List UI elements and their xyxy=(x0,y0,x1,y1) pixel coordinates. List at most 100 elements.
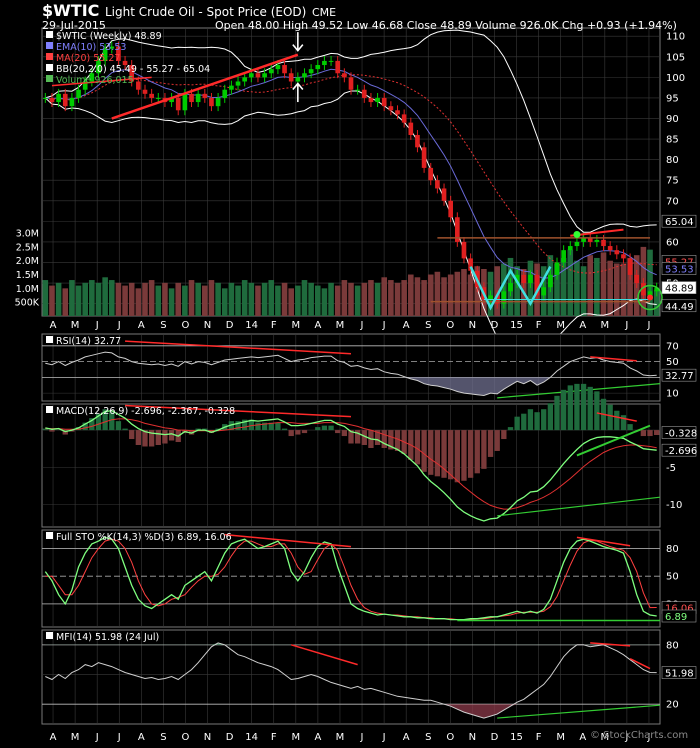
legend-swatch xyxy=(46,532,53,539)
x-tick-label: A xyxy=(403,320,410,331)
x-tick-label: O xyxy=(446,320,454,331)
macd-histogram-bar xyxy=(414,430,421,465)
candle-body xyxy=(514,274,520,284)
volume-tick-label: 2.0M xyxy=(16,256,39,267)
volume-bar xyxy=(308,282,314,316)
x-tick-label: N xyxy=(469,320,476,331)
volume-bar xyxy=(594,257,600,316)
candle-body xyxy=(488,295,493,300)
macd-histogram-bar xyxy=(507,427,514,431)
x-tick-label: M xyxy=(601,732,610,743)
volume-bar xyxy=(175,282,182,316)
rsi-panel xyxy=(41,333,661,402)
x-tick-label: J xyxy=(95,320,99,331)
volume-bar xyxy=(554,263,560,316)
volume-bar xyxy=(328,282,334,316)
exchange: CME xyxy=(311,6,337,19)
x-tick-label: M xyxy=(601,320,610,331)
macd-histogram-bar xyxy=(288,430,294,437)
volume-bar xyxy=(115,282,122,316)
macd-signal-line xyxy=(45,418,657,510)
candle-body xyxy=(601,239,606,247)
value-tag-label: -0.328 xyxy=(665,429,697,440)
volume-bar xyxy=(527,260,534,316)
candle-body xyxy=(175,97,181,111)
watermark: © StockCharts.com xyxy=(590,730,689,741)
macd-histogram-bar xyxy=(155,430,161,445)
candle-body xyxy=(275,65,281,70)
candle-body xyxy=(295,77,301,82)
candle-body xyxy=(149,93,154,98)
volume-bar xyxy=(388,280,394,316)
macd-histogram-bar xyxy=(441,430,447,478)
volume-tick-label: 3.0M xyxy=(16,229,39,240)
volume-bar xyxy=(368,280,374,316)
macd-trendline-2 xyxy=(596,412,637,422)
x-tick-label: J xyxy=(95,732,99,743)
macd-histogram-bar xyxy=(394,430,401,451)
candle-body xyxy=(528,274,533,284)
y-tick-label: 70 xyxy=(666,196,679,207)
macd-histogram-bar xyxy=(95,413,102,431)
candle-body xyxy=(521,274,527,284)
volume-bar xyxy=(321,288,328,316)
volume-bar xyxy=(148,280,155,316)
x-tick-label: D xyxy=(226,320,234,331)
x-tick-label: M xyxy=(556,732,565,743)
volume-bar xyxy=(408,274,414,316)
macd-histogram-bar xyxy=(587,386,593,431)
value-tag xyxy=(661,214,697,228)
value-tag-label: 65.04 xyxy=(665,217,694,228)
candle-body xyxy=(468,258,473,271)
volume-bar xyxy=(155,285,162,316)
value-tag-label: 32.77 xyxy=(665,371,694,382)
macd-histogram-bar xyxy=(448,430,454,480)
volume-bar xyxy=(281,282,288,316)
candle-body xyxy=(627,258,633,275)
candle-body xyxy=(262,73,267,78)
candle-body xyxy=(322,60,327,66)
value-tag-label: 51.98 xyxy=(665,669,694,680)
x-tick-label: 14 xyxy=(245,732,258,743)
x-tick-label: J xyxy=(382,320,386,331)
macd-histogram-bar xyxy=(534,412,540,431)
legend-entry: MFI(14) 51.98 (24 Jul) xyxy=(56,632,159,643)
macd-histogram-bar xyxy=(168,430,175,441)
x-tick-label: D xyxy=(491,320,499,331)
macd-histogram-bar xyxy=(547,403,554,431)
macd-histogram-bar xyxy=(654,430,660,435)
x-tick-label: M xyxy=(336,320,345,331)
x-tick-label: D xyxy=(226,732,234,743)
macd-histogram-bar xyxy=(421,430,427,472)
value-tag-label: 16.06 xyxy=(665,604,694,615)
mfi-trendline-2 xyxy=(590,642,631,647)
x-tick-label: J xyxy=(360,732,364,743)
macd-histogram-bar xyxy=(554,395,560,431)
volume-bar xyxy=(162,282,168,316)
x-tick-label: J xyxy=(117,320,121,331)
y-tick-label: 110 xyxy=(666,32,685,43)
x-tick-label: A xyxy=(50,320,57,331)
bollinger-upper-line xyxy=(45,29,657,233)
volume-bar xyxy=(248,282,255,316)
macd-histogram-bar xyxy=(261,422,268,431)
legend-entry: EMA(10) 53.53 xyxy=(56,42,126,53)
x-tick-label: J xyxy=(382,732,386,743)
rising-trendline xyxy=(111,53,299,120)
w-pattern xyxy=(469,266,552,311)
candle-body xyxy=(428,167,434,181)
volume-bar xyxy=(188,280,195,316)
candle-body xyxy=(62,93,68,107)
x-tick-label: N xyxy=(204,732,211,743)
candle-body xyxy=(435,180,440,189)
x-tick-label: D xyxy=(491,732,499,743)
stoch-k-line xyxy=(44,536,657,621)
macd-histogram-bar xyxy=(69,430,75,432)
y-tick-label: -10 xyxy=(666,500,682,511)
macd-histogram-bar xyxy=(560,389,567,431)
macd-histogram-bar xyxy=(614,410,620,431)
volume-bar xyxy=(69,280,75,316)
macd-histogram-bar xyxy=(295,430,301,435)
candle-body xyxy=(361,89,367,98)
volume-bar xyxy=(614,263,620,316)
